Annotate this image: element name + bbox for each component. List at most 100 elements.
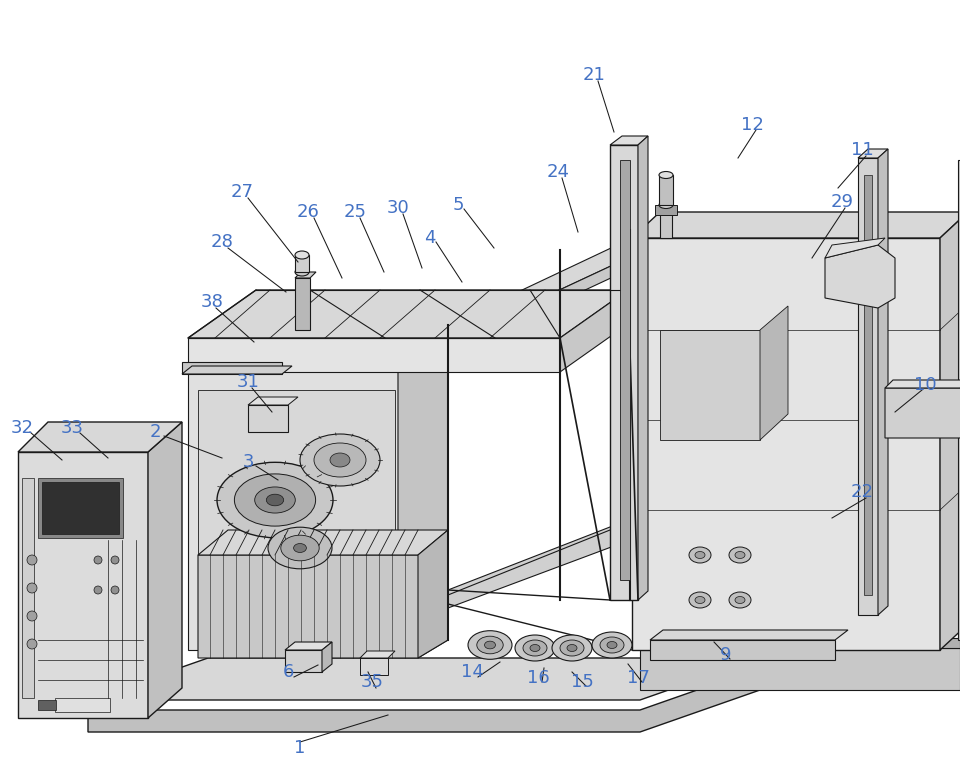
Polygon shape bbox=[885, 380, 960, 438]
Ellipse shape bbox=[523, 640, 547, 656]
Polygon shape bbox=[285, 650, 322, 672]
Ellipse shape bbox=[607, 641, 617, 648]
Polygon shape bbox=[825, 238, 885, 258]
Ellipse shape bbox=[695, 552, 705, 559]
Text: 31: 31 bbox=[236, 373, 259, 391]
Polygon shape bbox=[858, 158, 878, 615]
Polygon shape bbox=[188, 338, 560, 372]
Polygon shape bbox=[88, 668, 760, 732]
Polygon shape bbox=[610, 136, 648, 145]
Polygon shape bbox=[18, 422, 182, 452]
Polygon shape bbox=[418, 530, 448, 658]
Text: 27: 27 bbox=[230, 183, 253, 201]
Ellipse shape bbox=[485, 641, 495, 649]
Ellipse shape bbox=[254, 487, 296, 513]
Ellipse shape bbox=[27, 639, 37, 649]
Bar bbox=[42, 482, 119, 534]
Polygon shape bbox=[655, 205, 677, 215]
Ellipse shape bbox=[300, 434, 380, 486]
Ellipse shape bbox=[560, 640, 584, 656]
Text: 9: 9 bbox=[720, 646, 732, 664]
Polygon shape bbox=[182, 366, 292, 374]
Polygon shape bbox=[650, 640, 835, 660]
Polygon shape bbox=[360, 651, 395, 658]
Polygon shape bbox=[620, 160, 630, 580]
Ellipse shape bbox=[659, 202, 673, 209]
Polygon shape bbox=[198, 530, 448, 658]
Polygon shape bbox=[660, 205, 672, 238]
Text: 38: 38 bbox=[201, 293, 224, 311]
Polygon shape bbox=[560, 290, 628, 372]
Text: 35: 35 bbox=[361, 673, 383, 691]
Text: 15: 15 bbox=[570, 673, 593, 691]
Polygon shape bbox=[18, 452, 148, 718]
Text: 22: 22 bbox=[851, 483, 874, 501]
Ellipse shape bbox=[689, 547, 711, 563]
Ellipse shape bbox=[600, 637, 624, 653]
Ellipse shape bbox=[266, 494, 284, 506]
Text: 25: 25 bbox=[344, 203, 367, 221]
Polygon shape bbox=[398, 325, 448, 650]
Polygon shape bbox=[360, 658, 388, 675]
Polygon shape bbox=[295, 255, 309, 272]
Polygon shape bbox=[88, 658, 760, 700]
Ellipse shape bbox=[689, 592, 711, 608]
Polygon shape bbox=[632, 212, 960, 238]
Text: 10: 10 bbox=[914, 376, 936, 394]
Polygon shape bbox=[285, 642, 332, 650]
Text: 11: 11 bbox=[851, 141, 874, 159]
Ellipse shape bbox=[280, 535, 319, 561]
Polygon shape bbox=[885, 380, 960, 388]
Text: 1: 1 bbox=[295, 739, 305, 757]
Polygon shape bbox=[148, 422, 182, 718]
Ellipse shape bbox=[592, 632, 632, 658]
Polygon shape bbox=[448, 520, 628, 604]
Polygon shape bbox=[188, 325, 448, 370]
Polygon shape bbox=[660, 330, 760, 440]
Text: 26: 26 bbox=[297, 203, 320, 221]
Polygon shape bbox=[858, 149, 888, 158]
Polygon shape bbox=[650, 630, 848, 640]
Text: 28: 28 bbox=[210, 233, 233, 251]
Polygon shape bbox=[878, 149, 888, 615]
Polygon shape bbox=[448, 240, 628, 342]
Ellipse shape bbox=[552, 635, 592, 661]
Bar bbox=[22, 478, 34, 698]
Text: 30: 30 bbox=[387, 199, 409, 217]
Text: 32: 32 bbox=[11, 419, 34, 437]
Polygon shape bbox=[198, 390, 395, 560]
Ellipse shape bbox=[468, 631, 512, 659]
Text: 6: 6 bbox=[282, 663, 294, 681]
Ellipse shape bbox=[268, 527, 332, 569]
Ellipse shape bbox=[729, 592, 751, 608]
Ellipse shape bbox=[27, 583, 37, 593]
Polygon shape bbox=[248, 397, 298, 405]
Polygon shape bbox=[448, 530, 630, 608]
Ellipse shape bbox=[695, 597, 705, 604]
Bar bbox=[38, 478, 123, 538]
Polygon shape bbox=[188, 370, 398, 650]
Text: 3: 3 bbox=[242, 453, 253, 471]
Ellipse shape bbox=[735, 552, 745, 559]
Text: 21: 21 bbox=[583, 66, 606, 84]
Ellipse shape bbox=[735, 597, 745, 604]
Ellipse shape bbox=[477, 636, 503, 654]
Ellipse shape bbox=[729, 547, 751, 563]
Ellipse shape bbox=[659, 171, 673, 178]
Ellipse shape bbox=[330, 453, 350, 467]
Ellipse shape bbox=[530, 644, 540, 651]
Ellipse shape bbox=[27, 555, 37, 565]
Polygon shape bbox=[632, 238, 940, 650]
Polygon shape bbox=[295, 278, 310, 330]
Ellipse shape bbox=[295, 268, 309, 276]
Polygon shape bbox=[864, 175, 872, 595]
Text: 14: 14 bbox=[461, 663, 484, 681]
Ellipse shape bbox=[94, 556, 102, 564]
Polygon shape bbox=[825, 245, 895, 308]
Polygon shape bbox=[610, 145, 638, 600]
Text: 2: 2 bbox=[149, 423, 160, 441]
Polygon shape bbox=[638, 136, 648, 600]
Text: 17: 17 bbox=[627, 669, 649, 687]
Text: 4: 4 bbox=[424, 229, 436, 247]
Polygon shape bbox=[188, 290, 628, 338]
